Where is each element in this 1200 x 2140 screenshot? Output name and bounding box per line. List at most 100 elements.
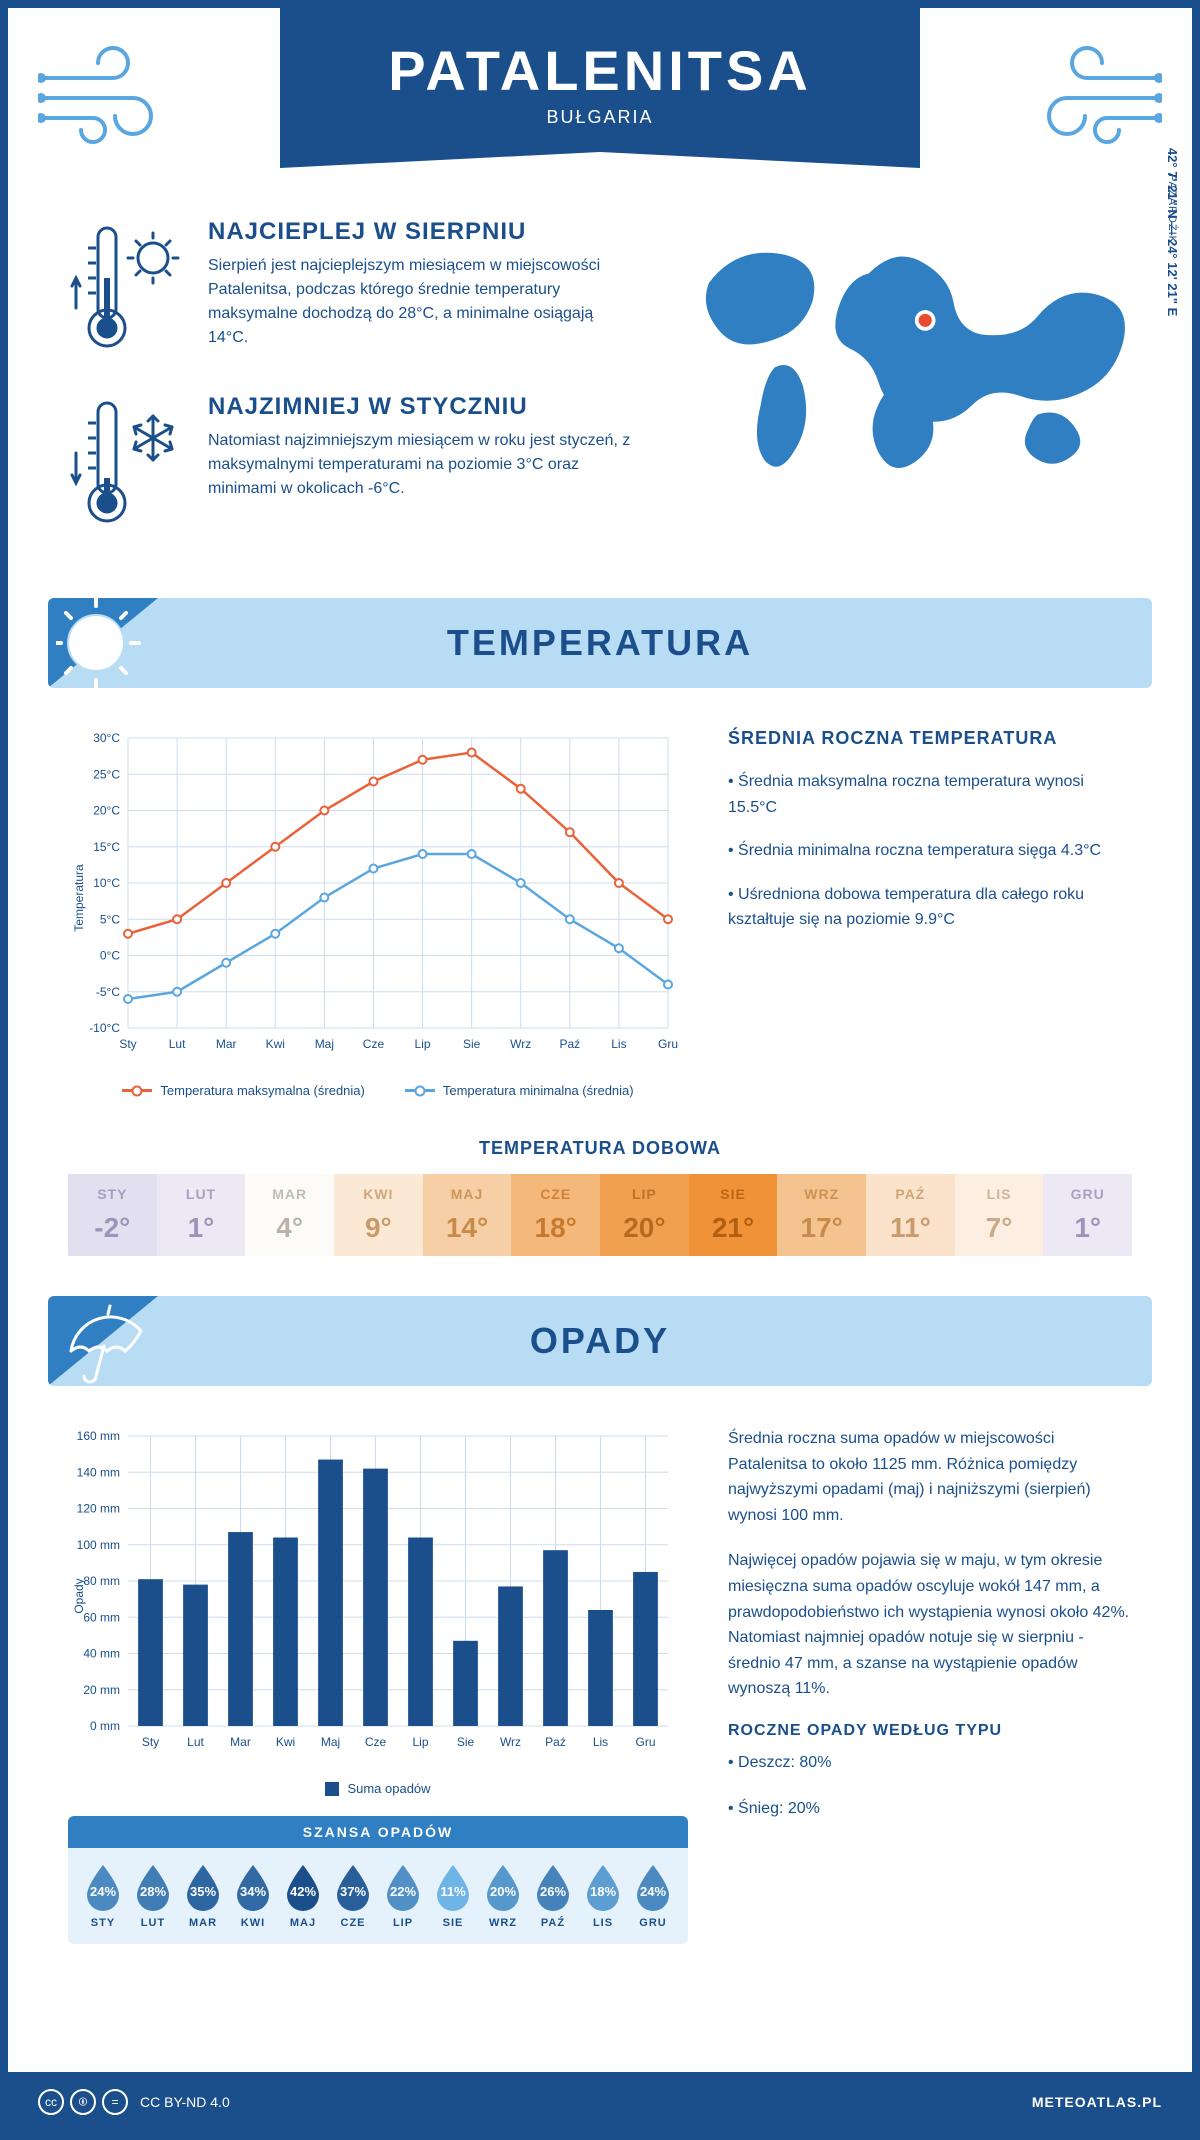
cc-icons: cc 🅯 =	[38, 2089, 128, 2115]
license-label: CC BY-ND 4.0	[140, 2094, 230, 2110]
svg-text:-5°C: -5°C	[96, 985, 120, 999]
chance-cell: 42% MAJ	[278, 1863, 328, 1929]
chance-cell: 20% WRZ	[478, 1863, 528, 1929]
daily-cell: MAJ14°	[423, 1174, 512, 1256]
temp-bullet-1: • Średnia maksymalna roczna temperatura …	[728, 769, 1132, 820]
precip-legend: Suma opadów	[68, 1781, 688, 1796]
precip-type-2: • Śnieg: 20%	[728, 1796, 1132, 1822]
umbrella-icon	[56, 1296, 156, 1386]
svg-text:0 mm: 0 mm	[90, 1719, 120, 1733]
svg-text:Kwi: Kwi	[276, 1735, 295, 1749]
svg-text:Kwi: Kwi	[266, 1037, 285, 1051]
svg-text:40 mm: 40 mm	[83, 1647, 120, 1661]
svg-text:Mar: Mar	[216, 1037, 237, 1051]
daily-temp-row: STY-2°LUT1°MAR4°KWI9°MAJ14°CZE18°LIP20°S…	[68, 1174, 1132, 1256]
svg-text:25°C: 25°C	[93, 767, 120, 781]
svg-text:Lut: Lut	[187, 1735, 204, 1749]
precip-p2: Najwięcej opadów pojawia się w maju, w t…	[728, 1548, 1132, 1702]
svg-text:0°C: 0°C	[100, 949, 120, 963]
svg-text:Sie: Sie	[457, 1735, 475, 1749]
svg-text:Maj: Maj	[321, 1735, 340, 1749]
coords-label: 42° 7' 21" N — 24° 12' 21" E	[1165, 148, 1180, 316]
wind-icon-right	[1022, 38, 1162, 148]
precip-title: OPADY	[530, 1320, 670, 1362]
svg-text:Lip: Lip	[415, 1037, 431, 1051]
temperature-chart: -10°C-5°C0°C5°C10°C15°C20°C25°C30°CStyLu…	[68, 728, 688, 1098]
svg-text:Sie: Sie	[463, 1037, 481, 1051]
svg-text:Lis: Lis	[593, 1735, 608, 1749]
thermometer-sun-icon	[68, 218, 188, 363]
svg-text:Mar: Mar	[230, 1735, 251, 1749]
svg-text:Lut: Lut	[169, 1037, 186, 1051]
precip-section-header: OPADY	[48, 1296, 1152, 1386]
svg-text:15°C: 15°C	[93, 840, 120, 854]
svg-text:Cze: Cze	[363, 1037, 385, 1051]
svg-text:Sty: Sty	[142, 1735, 159, 1749]
site-label: METEOATLAS.PL	[1032, 2094, 1162, 2110]
world-map-icon	[662, 218, 1132, 498]
warmest-text: Sierpień jest najcieplejszym miesiącem w…	[208, 254, 632, 350]
precip-legend-label: Suma opadów	[347, 1781, 430, 1796]
svg-text:Lis: Lis	[611, 1037, 626, 1051]
daily-cell: WRZ17°	[777, 1174, 866, 1256]
temperature-section-header: TEMPERATURA	[48, 598, 1152, 688]
chance-cell: 24% GRU	[628, 1863, 678, 1929]
country-subtitle: BUŁGARIA	[280, 107, 920, 128]
daily-cell: CZE18°	[511, 1174, 600, 1256]
svg-text:Lip: Lip	[412, 1735, 428, 1749]
chance-cell: 35% MAR	[178, 1863, 228, 1929]
coldest-text: Natomiast najzimniejszym miesiącem w rok…	[208, 429, 632, 501]
svg-text:20°C: 20°C	[93, 804, 120, 818]
temp-bullet-2: • Średnia minimalna roczna temperatura s…	[728, 838, 1132, 864]
intro-section: NAJCIEPLEJ W SIERPNIU Sierpień jest najc…	[8, 208, 1192, 598]
svg-text:20 mm: 20 mm	[83, 1683, 120, 1697]
temperature-title: TEMPERATURA	[447, 622, 753, 664]
chance-cell: 37% CZE	[328, 1863, 378, 1929]
svg-text:80 mm: 80 mm	[83, 1574, 120, 1588]
warmest-block: NAJCIEPLEJ W SIERPNIU Sierpień jest najc…	[68, 218, 632, 363]
svg-text:Gru: Gru	[635, 1735, 655, 1749]
city-title: PATALENITSA	[280, 38, 920, 103]
svg-text:Temperatura: Temperatura	[72, 864, 86, 932]
precip-summary: Średnia roczna suma opadów w miejscowośc…	[728, 1426, 1132, 1944]
daily-cell: STY-2°	[68, 1174, 157, 1256]
svg-text:Maj: Maj	[315, 1037, 334, 1051]
svg-text:Paź: Paź	[559, 1037, 580, 1051]
footer: cc 🅯 = CC BY-ND 4.0 METEOATLAS.PL	[8, 2072, 1192, 2132]
temp-summary-heading: ŚREDNIA ROCZNA TEMPERATURA	[728, 728, 1132, 749]
temp-bullet-3: • Uśredniona dobowa temperatura dla całe…	[728, 882, 1132, 933]
daily-cell: LIP20°	[600, 1174, 689, 1256]
precip-chart: 0 mm20 mm40 mm60 mm80 mm100 mm120 mm140 …	[68, 1426, 688, 1796]
chance-cell: 26% PAŹ	[528, 1863, 578, 1929]
daily-temp-title: TEMPERATURA DOBOWA	[8, 1138, 1192, 1159]
daily-cell: MAR4°	[245, 1174, 334, 1256]
svg-text:Opady: Opady	[72, 1578, 86, 1613]
svg-text:140 mm: 140 mm	[77, 1465, 120, 1479]
daily-cell: LUT1°	[157, 1174, 246, 1256]
chance-title: SZANSA OPADÓW	[68, 1816, 688, 1848]
warmest-heading: NAJCIEPLEJ W SIERPNIU	[208, 218, 632, 246]
daily-cell: GRU1°	[1043, 1174, 1132, 1256]
chance-cell: 28% LUT	[128, 1863, 178, 1929]
svg-text:Wrz: Wrz	[510, 1037, 531, 1051]
coldest-heading: NAJZIMNIEJ W STYCZNIU	[208, 393, 632, 421]
temp-legend: Temperatura maksymalna (średnia) Tempera…	[68, 1083, 688, 1098]
daily-cell: LIS7°	[955, 1174, 1044, 1256]
svg-text:Paź: Paź	[545, 1735, 566, 1749]
chance-cell: 22% LIP	[378, 1863, 428, 1929]
thermometer-snow-icon	[68, 393, 188, 538]
chance-cell: 24% STY	[78, 1863, 128, 1929]
map-block: PAZARDŻIK 42° 7' 21" N — 24° 12' 21" E	[662, 218, 1132, 568]
header: PATALENITSA BUŁGARIA	[8, 8, 1192, 208]
title-banner: PATALENITSA BUŁGARIA	[280, 8, 920, 168]
chance-cell: 11% SIE	[428, 1863, 478, 1929]
chance-cell: 18% LIS	[578, 1863, 628, 1929]
svg-text:160 mm: 160 mm	[77, 1429, 120, 1443]
legend-max-label: Temperatura maksymalna (średnia)	[160, 1083, 364, 1098]
legend-min-label: Temperatura minimalna (średnia)	[443, 1083, 634, 1098]
svg-text:60 mm: 60 mm	[83, 1610, 120, 1624]
svg-text:Gru: Gru	[658, 1037, 678, 1051]
daily-cell: SIE21°	[689, 1174, 778, 1256]
svg-text:100 mm: 100 mm	[77, 1538, 120, 1552]
svg-text:10°C: 10°C	[93, 876, 120, 890]
